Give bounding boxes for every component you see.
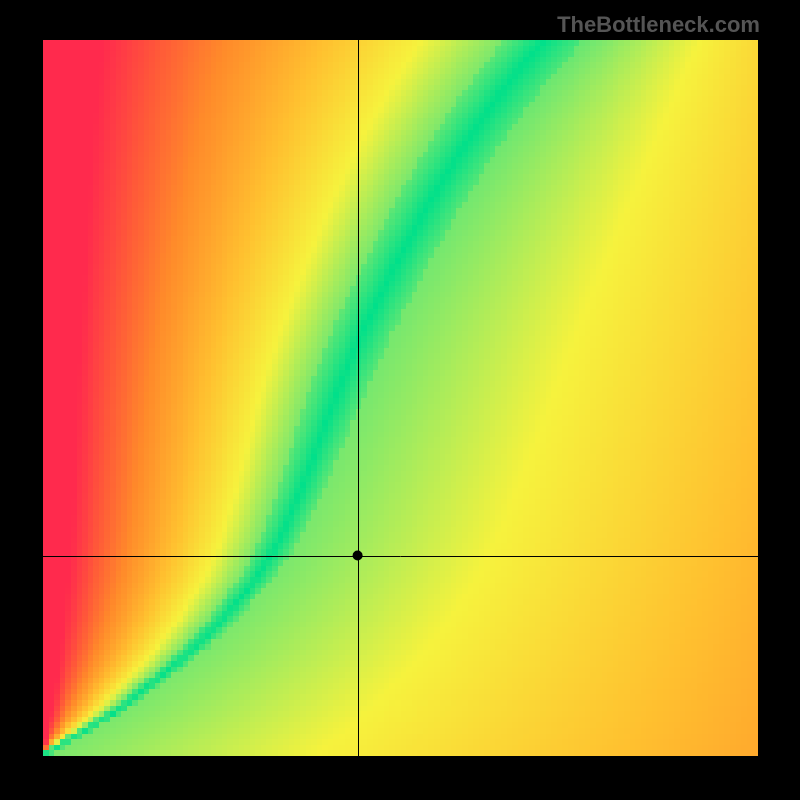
chart-stage: TheBottleneck.com bbox=[0, 0, 800, 800]
bottleneck-heatmap bbox=[0, 0, 800, 800]
watermark-label: TheBottleneck.com bbox=[557, 12, 760, 38]
